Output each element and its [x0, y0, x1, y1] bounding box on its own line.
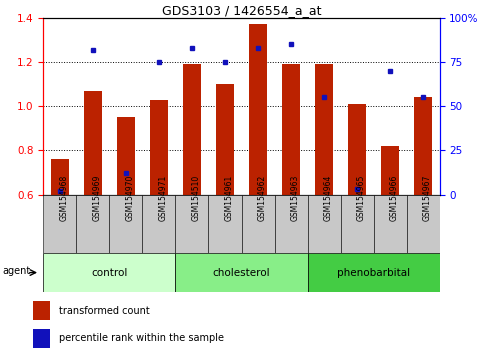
Text: GSM154968: GSM154968 — [60, 175, 69, 221]
Bar — [43, 253, 175, 292]
Bar — [216, 84, 234, 195]
Bar — [209, 195, 242, 253]
Bar — [110, 195, 142, 253]
Bar — [308, 195, 341, 253]
Title: GDS3103 / 1426554_a_at: GDS3103 / 1426554_a_at — [162, 4, 321, 17]
Bar — [117, 117, 135, 195]
Text: GSM154510: GSM154510 — [192, 175, 201, 221]
Bar — [175, 195, 209, 253]
Bar — [183, 64, 201, 195]
Text: GSM154963: GSM154963 — [291, 175, 300, 221]
Text: GSM154970: GSM154970 — [126, 175, 135, 221]
Bar — [274, 195, 308, 253]
Text: agent: agent — [2, 266, 30, 276]
Bar — [175, 253, 308, 292]
Text: GSM154964: GSM154964 — [324, 175, 333, 221]
Text: GSM154962: GSM154962 — [258, 175, 267, 221]
Text: phenobarbital: phenobarbital — [337, 268, 410, 278]
Text: cholesterol: cholesterol — [213, 268, 270, 278]
Bar — [76, 195, 110, 253]
Bar — [249, 24, 267, 195]
Bar — [315, 64, 333, 195]
Text: GSM154969: GSM154969 — [93, 175, 102, 221]
Bar — [150, 99, 168, 195]
Bar — [51, 159, 69, 195]
Text: control: control — [91, 268, 128, 278]
Text: GSM154961: GSM154961 — [225, 175, 234, 221]
Bar — [373, 195, 407, 253]
Bar — [381, 146, 399, 195]
Bar — [341, 195, 373, 253]
Bar — [308, 253, 440, 292]
Text: percentile rank within the sample: percentile rank within the sample — [59, 333, 224, 343]
Bar — [33, 301, 50, 320]
Bar — [348, 104, 366, 195]
Text: GSM154965: GSM154965 — [357, 175, 366, 221]
Bar — [33, 329, 50, 348]
Bar — [407, 195, 440, 253]
Bar — [414, 97, 432, 195]
Bar — [43, 195, 76, 253]
Text: transformed count: transformed count — [59, 306, 150, 316]
Bar — [282, 64, 300, 195]
Text: GSM154966: GSM154966 — [390, 175, 399, 221]
Bar — [84, 91, 102, 195]
Bar — [142, 195, 175, 253]
Bar — [242, 195, 274, 253]
Text: GSM154967: GSM154967 — [423, 175, 432, 221]
Text: GSM154971: GSM154971 — [159, 175, 168, 221]
